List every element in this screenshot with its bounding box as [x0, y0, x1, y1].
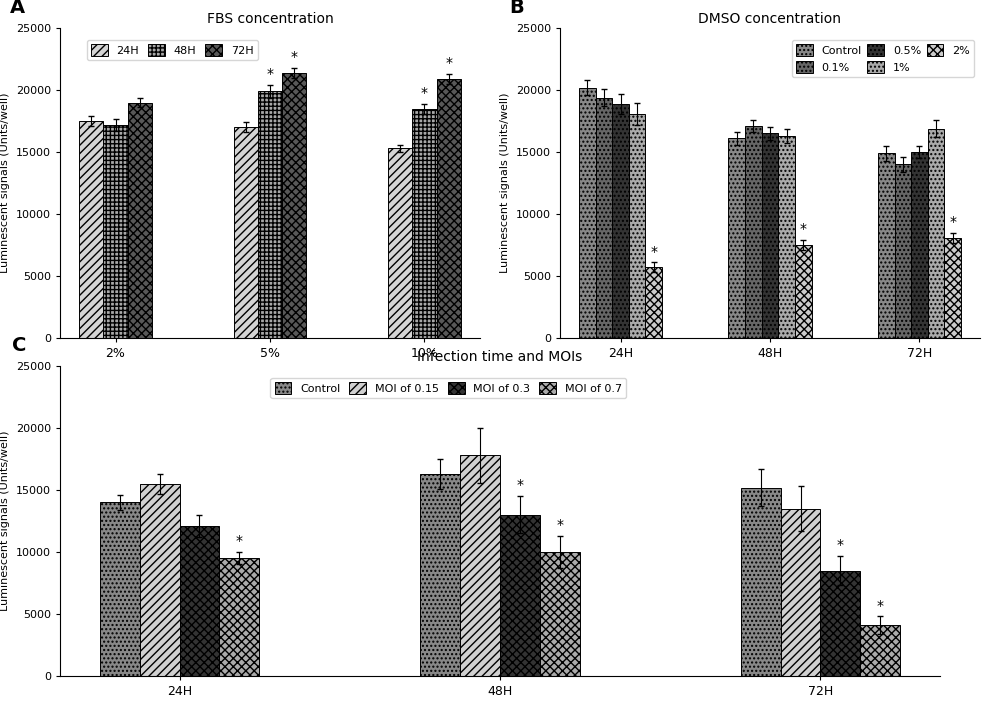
Bar [180, 526, 219, 676]
Text: *: * [800, 222, 807, 237]
Text: *: * [650, 244, 657, 258]
Bar [540, 552, 580, 676]
Y-axis label: Luminescent signals (Units/well): Luminescent signals (Units/well) [0, 93, 10, 273]
Title: DMSO concentration: DMSO concentration [698, 11, 842, 25]
Text: *: * [837, 538, 844, 552]
Bar [878, 153, 895, 338]
Bar [100, 503, 140, 676]
Bar [795, 245, 812, 338]
Text: *: * [291, 50, 298, 64]
Text: *: * [266, 68, 274, 82]
Text: *: * [421, 86, 428, 100]
Text: *: * [877, 598, 884, 612]
Bar [234, 127, 258, 338]
Text: C: C [12, 336, 26, 355]
Legend: Control, 0.1%, 0.5%, 1%, 2%: Control, 0.1%, 0.5%, 1%, 2% [792, 40, 974, 77]
Bar [79, 121, 103, 338]
Title: Infection time and MOIs: Infection time and MOIs [417, 349, 583, 363]
Y-axis label: Luminescent signals (Units/well): Luminescent signals (Units/well) [0, 431, 10, 611]
Bar [420, 474, 460, 676]
Bar [741, 487, 781, 676]
Bar [128, 103, 152, 338]
Bar [860, 625, 900, 676]
Bar [645, 268, 662, 338]
Y-axis label: Luminescent signals (Units/well): Luminescent signals (Units/well) [500, 93, 510, 273]
Text: *: * [556, 518, 563, 532]
Bar [103, 125, 128, 338]
Bar [579, 87, 596, 338]
Bar [412, 108, 437, 338]
Text: *: * [445, 56, 452, 70]
Bar [219, 558, 259, 676]
Legend: Control, MOI of 0.15, MOI of 0.3, MOI of 0.7: Control, MOI of 0.15, MOI of 0.3, MOI of… [270, 378, 626, 398]
Bar [762, 134, 778, 338]
Bar [944, 237, 961, 338]
Bar [778, 136, 795, 338]
Text: *: * [516, 479, 523, 493]
Bar [437, 79, 461, 338]
Legend: 24H, 48H, 72H: 24H, 48H, 72H [87, 40, 258, 61]
Text: *: * [949, 215, 956, 229]
Bar [728, 139, 745, 338]
Text: A: A [10, 0, 25, 17]
Bar [781, 508, 820, 676]
Bar [596, 98, 612, 338]
Bar [612, 103, 629, 338]
Bar [911, 152, 928, 338]
Bar [820, 570, 860, 676]
Title: FBS concentration: FBS concentration [207, 11, 333, 25]
Text: *: * [236, 534, 243, 548]
Bar [895, 165, 911, 338]
Bar [460, 455, 500, 676]
Bar [282, 73, 306, 338]
Bar [140, 484, 180, 676]
Bar [500, 515, 540, 676]
Bar [928, 129, 944, 338]
Bar [629, 113, 645, 338]
Text: B: B [510, 0, 524, 17]
Bar [745, 126, 762, 338]
Bar [388, 149, 412, 338]
Bar [258, 92, 282, 338]
